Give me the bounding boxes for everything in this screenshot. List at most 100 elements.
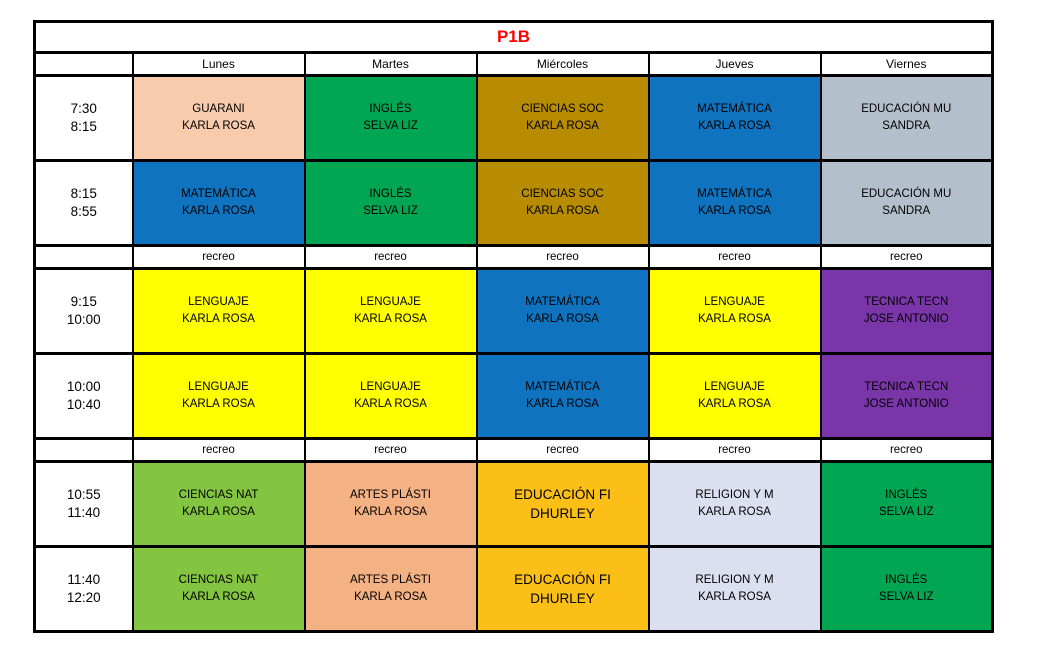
table-row: 7:30 8:15 GUARANI KARLA ROSA INGLÉS SELV… <box>33 74 994 162</box>
title-row: P1B <box>33 20 994 54</box>
class-cell: LENGUAJE KARLA ROSA <box>131 267 306 355</box>
subject-label: EDUCACIÓN FI <box>514 487 611 502</box>
timetable: P1B Lunes Martes Miércoles Jueves Vierne… <box>33 20 994 633</box>
teacher-label: KARLA ROSA <box>182 398 255 410</box>
subject-label: MATEMÁTICA <box>181 188 256 200</box>
teacher-label: KARLA ROSA <box>182 205 255 217</box>
class-cell: MATEMÁTICA KARLA ROSA <box>647 74 822 162</box>
class-cell: INGLÉS SELVA LIZ <box>819 545 994 633</box>
subject-label: MATEMÁTICA <box>525 296 600 308</box>
teacher-label: SELVA LIZ <box>878 506 934 518</box>
teacher-label: KARLA ROSA <box>182 313 255 325</box>
class-cell: ARTES PLÁSTI KARLA ROSA <box>303 545 478 633</box>
class-cell: MATEMÁTICA KARLA ROSA <box>647 159 822 247</box>
subject-label: MATEMÁTICA <box>697 103 772 115</box>
teacher-label: KARLA ROSA <box>698 591 771 603</box>
subject-label: LENGUAJE <box>188 296 249 308</box>
recreo-cell: recreo <box>303 244 478 270</box>
teacher-label: KARLA ROSA <box>698 205 771 217</box>
teacher-label: KARLA ROSA <box>526 205 599 217</box>
teacher-label: KARLA ROSA <box>182 506 255 518</box>
class-cell: TECNICA TECN JOSE ANTONIO <box>819 352 994 440</box>
class-cell: RELIGION Y M KARLA ROSA <box>647 460 822 548</box>
subject-label: ARTES PLÁSTI <box>350 489 431 501</box>
teacher-label: SANDRA <box>882 205 931 217</box>
recreo-cell: recreo <box>303 437 478 463</box>
class-cell: MATEMÁTICA KARLA ROSA <box>475 267 650 355</box>
teacher-label: DHURLEY <box>530 506 595 521</box>
day-header-lunes: Lunes <box>131 51 306 77</box>
time-slot: 10:55 11:40 <box>33 460 134 548</box>
teacher-label: KARLA ROSA <box>698 120 771 132</box>
teacher-label: KARLA ROSA <box>698 313 771 325</box>
class-cell: LENGUAJE KARLA ROSA <box>647 267 822 355</box>
recreo-cell: recreo <box>819 437 994 463</box>
recreo-cell: recreo <box>647 244 822 270</box>
subject-label: CIENCIAS NAT <box>178 574 259 586</box>
subject-label: EDUCACIÓN MU <box>861 188 952 200</box>
table-row: 11:40 12:20 CIENCIAS NAT KARLA ROSA ARTE… <box>33 545 994 633</box>
table-row: 9:15 10:00 LENGUAJE KARLA ROSA LENGUAJE … <box>33 267 994 355</box>
recreo-cell: recreo <box>131 244 306 270</box>
class-cell: LENGUAJE KARLA ROSA <box>131 352 306 440</box>
teacher-label: KARLA ROSA <box>354 591 427 603</box>
class-cell: TECNICA TECN JOSE ANTONIO <box>819 267 994 355</box>
teacher-label: KARLA ROSA <box>182 120 255 132</box>
class-cell: EDUCACIÓN FI DHURLEY <box>475 460 650 548</box>
time-slot: 10:00 10:40 <box>33 352 134 440</box>
teacher-label: SELVA LIZ <box>363 205 418 217</box>
class-cell: GUARANI KARLA ROSA <box>131 74 306 162</box>
recreo-cell: recreo <box>647 437 822 463</box>
teacher-label: SELVA LIZ <box>363 120 418 132</box>
subject-label: INGLÉS <box>369 188 412 200</box>
day-header-martes: Martes <box>303 51 478 77</box>
class-cell: LENGUAJE KARLA ROSA <box>303 267 478 355</box>
recreo-row: recreo recreo recreo recreo recreo <box>33 244 994 270</box>
subject-label: EDUCACIÓN MU <box>861 103 952 115</box>
class-cell: CIENCIAS SOC KARLA ROSA <box>475 159 650 247</box>
class-cell: INGLÉS SELVA LIZ <box>303 74 478 162</box>
corner-cell <box>33 51 134 77</box>
class-cell: INGLÉS SELVA LIZ <box>819 460 994 548</box>
teacher-label: KARLA ROSA <box>354 313 427 325</box>
teacher-label: DHURLEY <box>530 591 595 606</box>
subject-label: MATEMÁTICA <box>697 188 772 200</box>
page-title: P1B <box>33 20 994 54</box>
subject-label: ARTES PLÁSTI <box>350 574 431 586</box>
subject-label: LENGUAJE <box>704 296 765 308</box>
teacher-label: KARLA ROSA <box>526 120 599 132</box>
subject-label: GUARANI <box>192 103 245 115</box>
subject-label: INGLÉS <box>885 574 928 586</box>
class-cell: INGLÉS SELVA LIZ <box>303 159 478 247</box>
time-slot: 7:30 8:15 <box>33 74 134 162</box>
time-slot-empty <box>33 244 134 270</box>
teacher-label: KARLA ROSA <box>698 398 771 410</box>
class-cell: MATEMÁTICA KARLA ROSA <box>475 352 650 440</box>
time-slot: 9:15 10:00 <box>33 267 134 355</box>
time-slot-empty <box>33 437 134 463</box>
time-slot: 8:15 8:55 <box>33 159 134 247</box>
teacher-label: KARLA ROSA <box>526 313 599 325</box>
teacher-label: KARLA ROSA <box>354 398 427 410</box>
subject-label: LENGUAJE <box>360 296 421 308</box>
day-header-miercoles: Miércoles <box>475 51 650 77</box>
class-cell: EDUCACIÓN FI DHURLEY <box>475 545 650 633</box>
table-row: 10:55 11:40 CIENCIAS NAT KARLA ROSA ARTE… <box>33 460 994 548</box>
subject-label: MATEMÁTICA <box>525 381 600 393</box>
subject-label: TECNICA TECN <box>864 381 949 393</box>
day-header-jueves: Jueves <box>647 51 822 77</box>
recreo-row: recreo recreo recreo recreo recreo <box>33 437 994 463</box>
class-cell: CIENCIAS NAT KARLA ROSA <box>131 545 306 633</box>
class-cell: LENGUAJE KARLA ROSA <box>647 352 822 440</box>
subject-label: TECNICA TECN <box>864 296 949 308</box>
recreo-cell: recreo <box>131 437 306 463</box>
teacher-label: SELVA LIZ <box>878 591 934 603</box>
subject-label: LENGUAJE <box>360 381 421 393</box>
class-cell: LENGUAJE KARLA ROSA <box>303 352 478 440</box>
recreo-cell: recreo <box>475 437 650 463</box>
subject-label: EDUCACIÓN FI <box>514 572 611 587</box>
class-cell: EDUCACIÓN MU SANDRA <box>819 74 994 162</box>
class-cell: RELIGION Y M KARLA ROSA <box>647 545 822 633</box>
subject-label: RELIGION Y M <box>695 574 774 586</box>
